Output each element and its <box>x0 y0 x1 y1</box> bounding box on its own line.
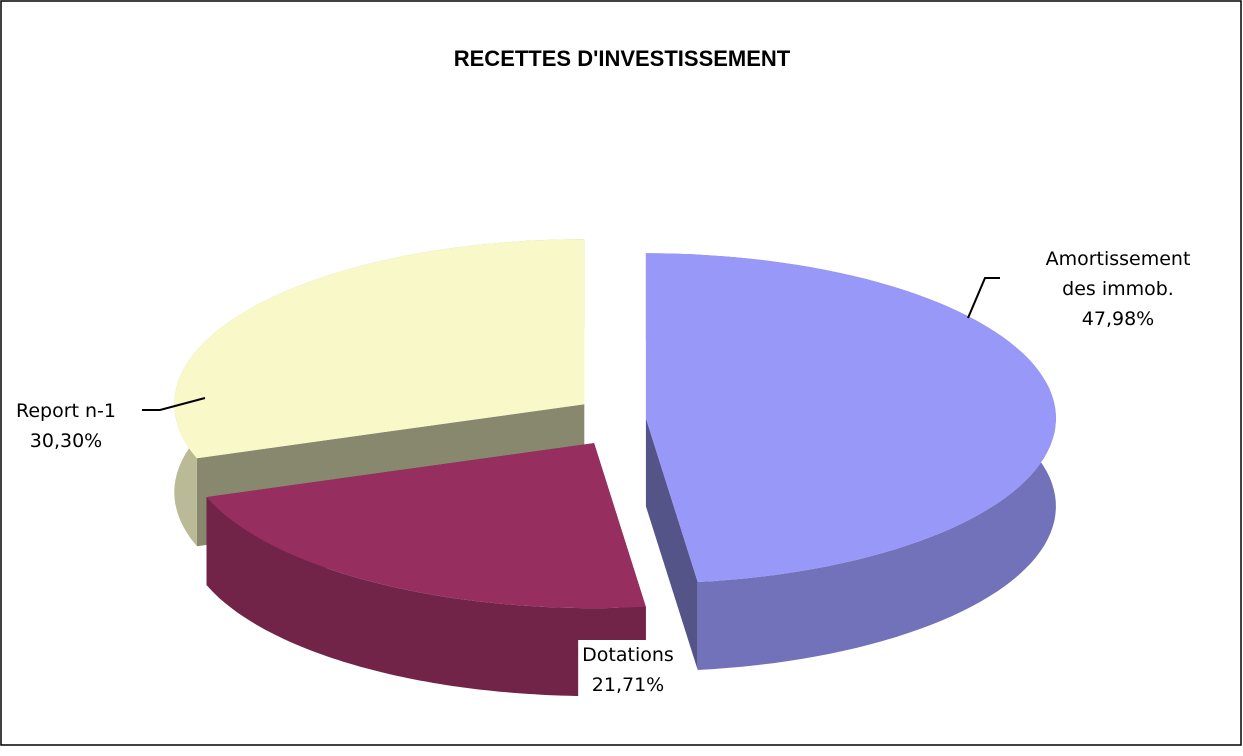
data-label: Amortissement des immob. 47,98% <box>1041 244 1195 334</box>
label-value: 47,98% <box>1081 308 1155 330</box>
leader-line <box>967 277 1000 319</box>
label-name: Report n-1 <box>15 400 117 422</box>
slice <box>645 253 1056 583</box>
label-value: 21,71% <box>591 674 665 696</box>
label-name: Dotations <box>582 644 674 666</box>
slice <box>206 443 646 609</box>
leader-line <box>142 397 206 411</box>
data-label: Dotations 21,71% <box>578 640 678 700</box>
data-label: Report n-1 30,30% <box>11 396 121 456</box>
slice-side <box>206 497 646 697</box>
slice <box>174 239 585 459</box>
slice-side <box>645 418 698 670</box>
label-name: Amortissement des immob. <box>1045 248 1191 300</box>
pie <box>142 239 1056 697</box>
chart-title: RECETTES D'INVESTISSEMENT <box>454 46 791 71</box>
label-value: 30,30% <box>29 430 103 452</box>
